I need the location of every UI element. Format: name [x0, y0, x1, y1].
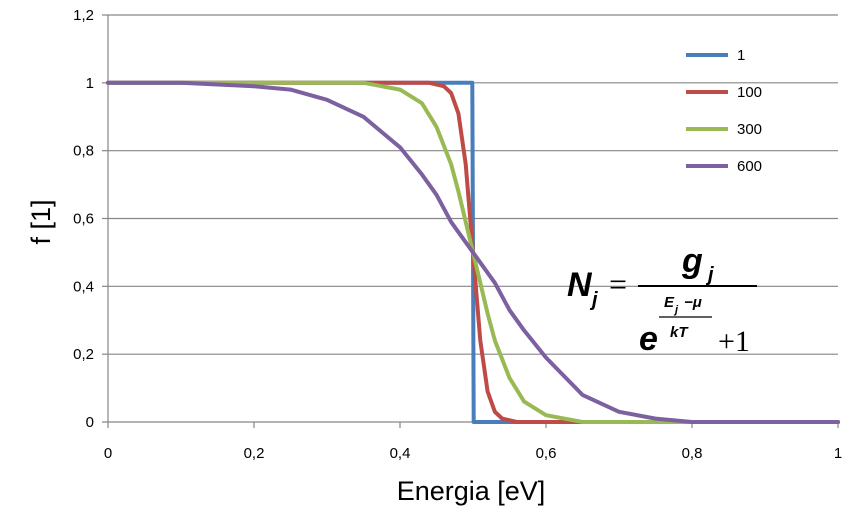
- formula-numerator: g: [681, 242, 703, 280]
- y-tick-label: 0,2: [73, 346, 94, 363]
- y-tick-label: 1,2: [73, 7, 94, 24]
- legend-label-100: 100: [737, 84, 762, 101]
- fermi-dirac-formula: N j = g j E j −μ kT e +1: [567, 242, 757, 358]
- y-tick-label: 0,8: [73, 143, 94, 160]
- formula-base-e: e: [639, 320, 658, 358]
- y-tick-label: 0,4: [73, 278, 94, 295]
- formula-equals: =: [609, 266, 627, 302]
- x-tick-label: 0: [104, 445, 112, 462]
- formula-plus-one: +1: [718, 325, 750, 358]
- formula-lhs: N: [567, 266, 593, 304]
- y-axis-title: f [1]: [26, 199, 56, 244]
- x-axis-title: Energia [eV]: [397, 476, 546, 506]
- y-tick-label: 1: [86, 75, 94, 92]
- formula-lhs-subscript: j: [589, 289, 598, 311]
- x-tick-label: 0,4: [390, 445, 411, 462]
- legend-label-600: 600: [737, 158, 762, 175]
- formula-exponent-numerator-subscript: j: [673, 304, 679, 316]
- x-tick-label: 0,2: [244, 445, 265, 462]
- legend-label-300: 300: [737, 121, 762, 138]
- formula-numerator-subscript: j: [705, 264, 714, 286]
- series-line-600: [106, 80, 840, 424]
- y-tick-label: 0,6: [73, 211, 94, 228]
- formula-exponent-denominator: kT: [670, 324, 689, 341]
- legend: 1 100 300 600: [686, 47, 762, 175]
- legend-label-1: 1: [737, 47, 745, 64]
- x-tick-label: 0,8: [682, 445, 703, 462]
- formula-exponent-numerator: E: [664, 294, 675, 311]
- y-tick-labels: 0 0,2 0,4 0,6 0,8 1 1,2: [73, 7, 94, 431]
- x-tick-label: 0,6: [536, 445, 557, 462]
- series-lines: [106, 80, 840, 424]
- formula-exponent-numerator-rest: −μ: [684, 294, 702, 311]
- y-tick-label: 0: [86, 414, 94, 431]
- x-tick-labels: 0 0,2 0,4 0,6 0,8 1: [104, 445, 842, 462]
- x-tick-label: 1: [834, 445, 842, 462]
